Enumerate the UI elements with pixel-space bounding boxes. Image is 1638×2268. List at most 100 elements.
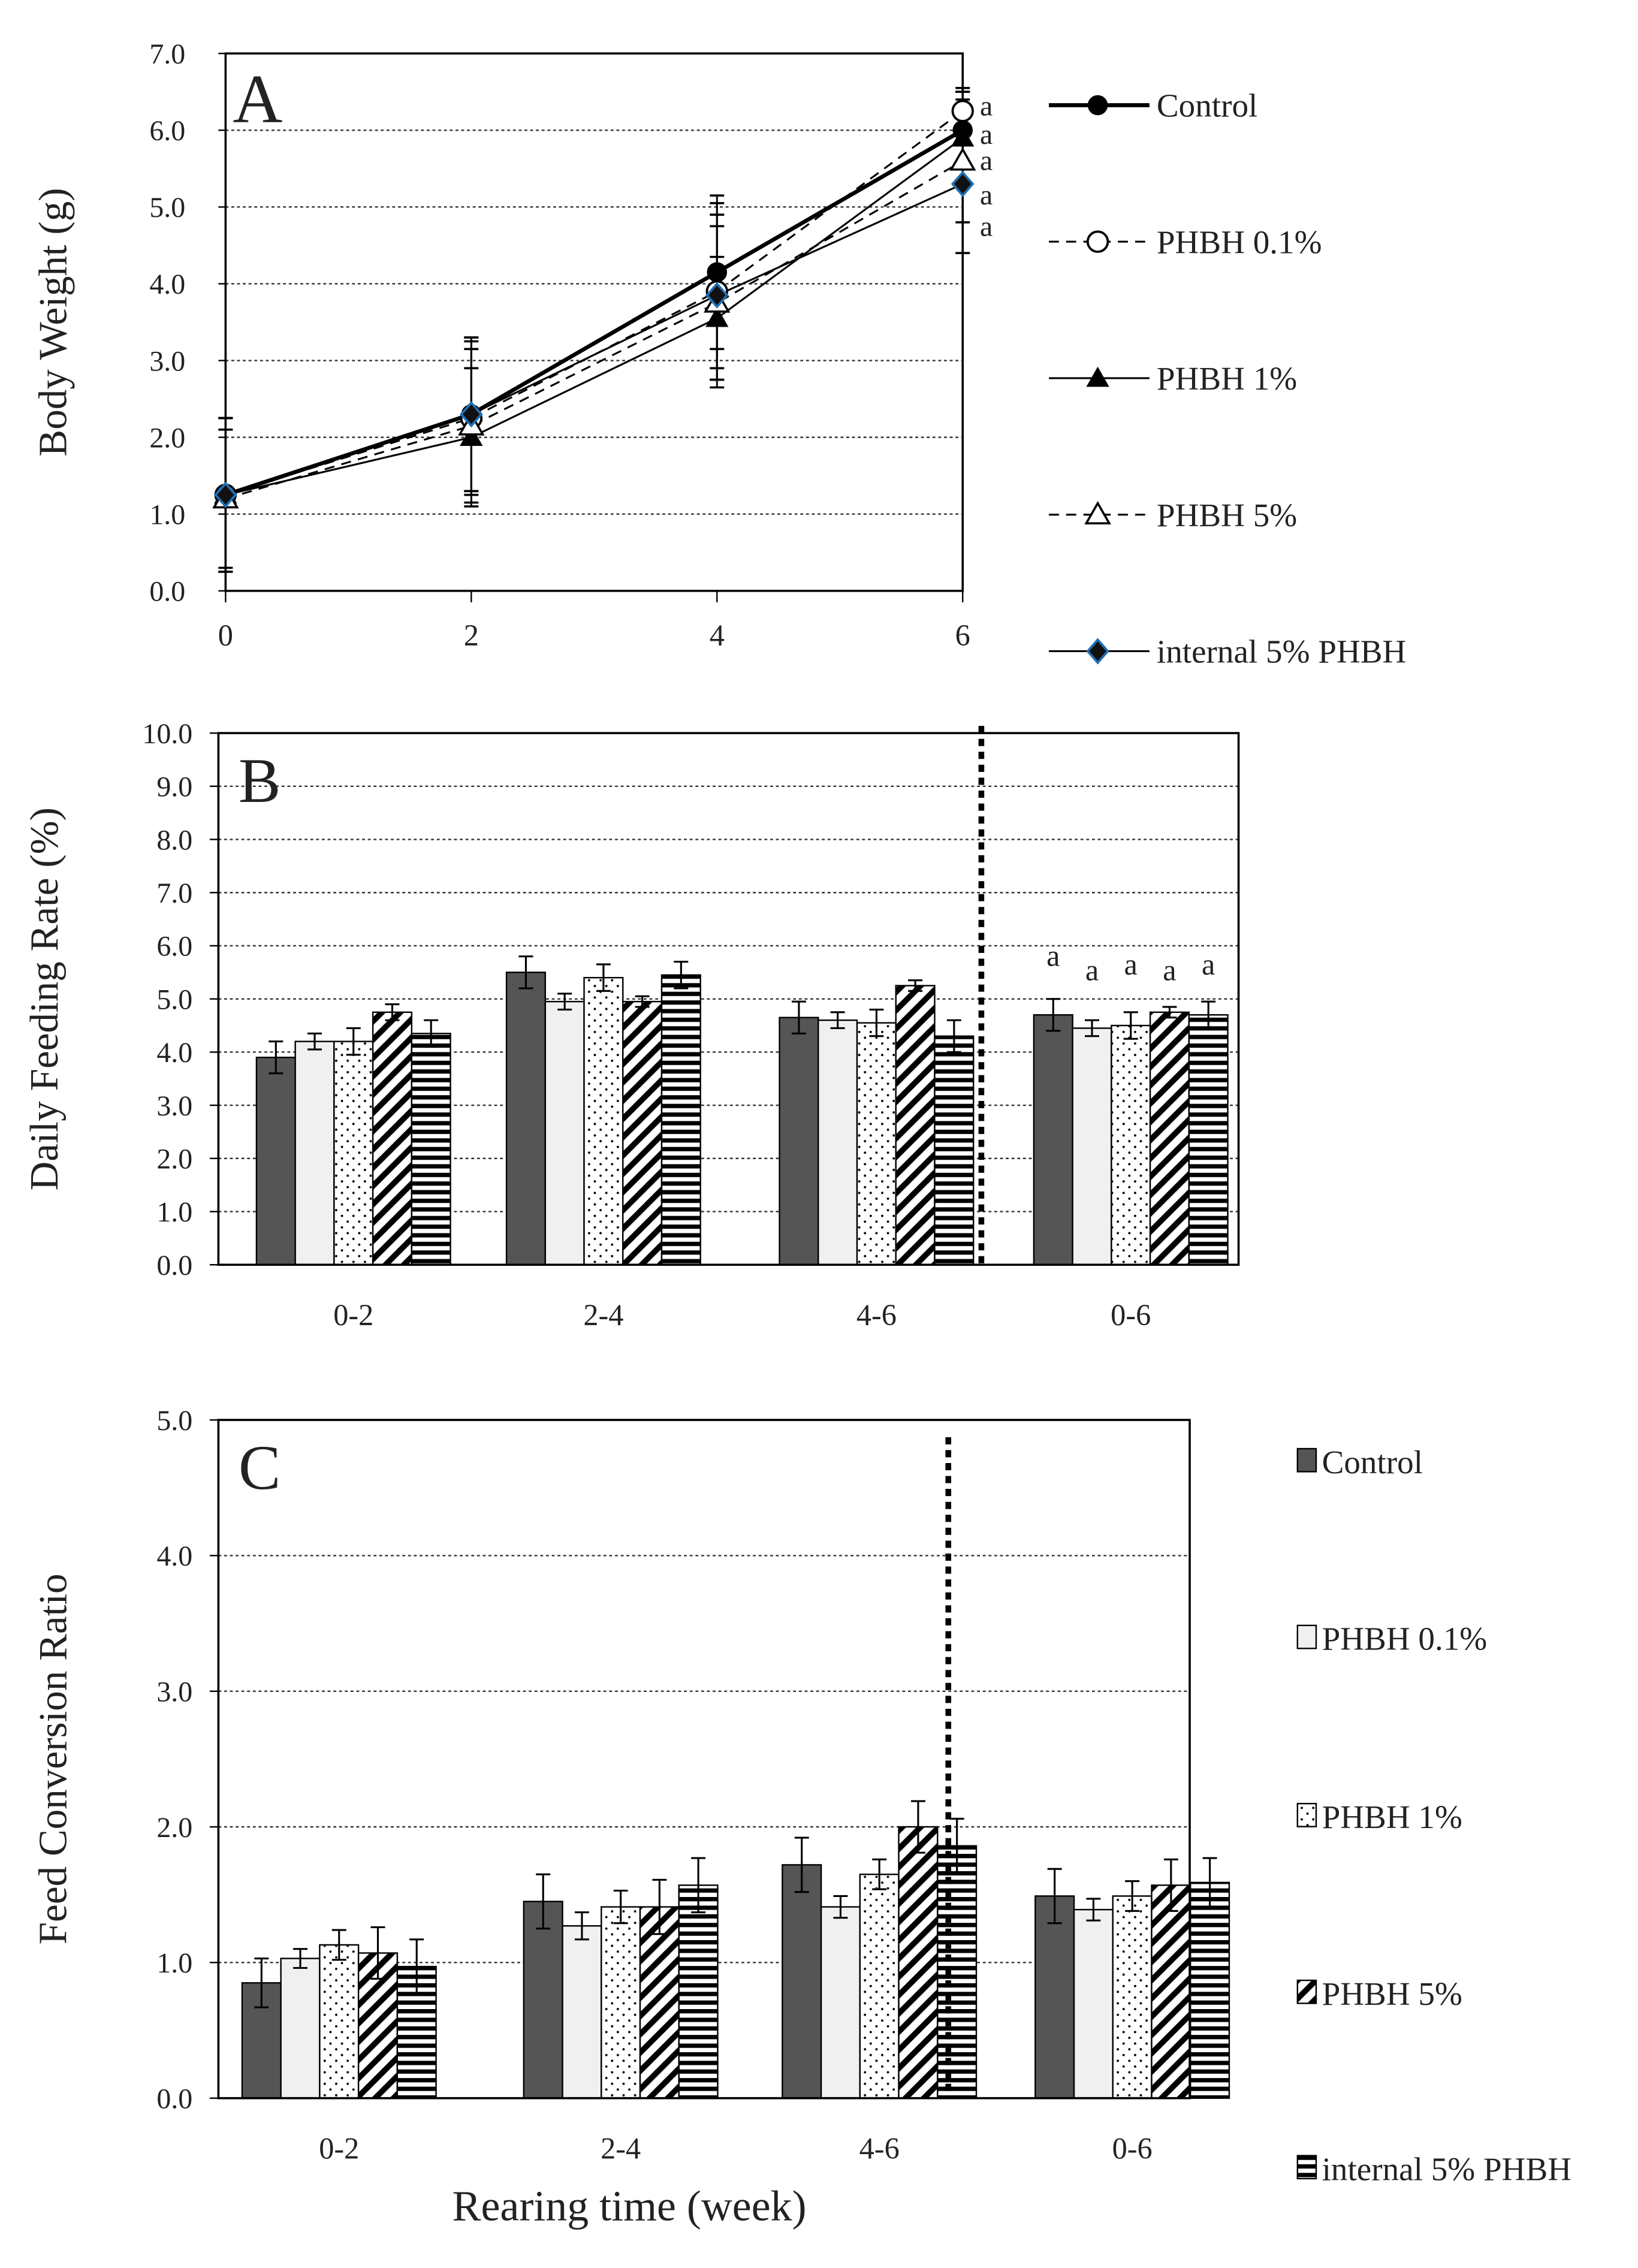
bar-2-3 <box>1111 1024 1151 1266</box>
plot-frame <box>217 1419 1191 2100</box>
significance-letter: a <box>1202 948 1215 981</box>
bar-2-0 <box>319 1944 360 2099</box>
y-tick-label: 3.0 <box>149 345 185 377</box>
data-point-4-2 <box>705 282 729 309</box>
bar-3-3 <box>1151 1884 1191 2099</box>
y-tick-label: 7.0 <box>149 38 185 70</box>
x-tick-label: 4-6 <box>856 1298 897 1332</box>
bar-2-0 <box>333 1040 374 1266</box>
y-tick-label: 0.0 <box>149 576 185 608</box>
panel-c-feed-conversion-ratio: 0.0 1.0 2.0 3.0 4.0 5.0 0-2 2-4 4-6 0-6 C Feed Conv… <box>30 1405 1571 2230</box>
bar-3-2 <box>898 1826 939 2099</box>
x-tick-label: 2 <box>464 619 479 652</box>
legend-marker <box>1086 366 1109 387</box>
legend-label: internal 5% PHBH <box>1322 2151 1571 2187</box>
y-tick-label: 8.0 <box>156 824 192 856</box>
bar-4-2 <box>937 1845 978 2099</box>
y-tick-label: 5.0 <box>149 192 185 224</box>
data-point-2-2 <box>705 306 729 327</box>
y-tick-label: 1.0 <box>156 1947 192 1979</box>
data-point-0-2 <box>707 262 728 283</box>
bar-0-0 <box>255 1057 296 1266</box>
y-tick-label: 0.0 <box>156 1250 192 1281</box>
data-point-3-3 <box>949 147 976 171</box>
x-tick-label: 4-6 <box>859 2131 900 2165</box>
legend-label: PHBH 5% <box>1322 1976 1462 2012</box>
x-tick-label: 2-4 <box>583 1298 623 1332</box>
x-axis-label: Rearing time (week) <box>453 2182 807 2230</box>
bar-1-0 <box>280 1958 321 2099</box>
bar-2-1 <box>601 1906 641 2099</box>
significance-letter: a <box>1085 953 1099 987</box>
legend-label: Control <box>1157 88 1257 124</box>
bar-4-3 <box>1188 1014 1229 1266</box>
legend-label: Control <box>1322 1444 1423 1480</box>
series-line-1 <box>225 110 964 496</box>
y-tick-label: 2.0 <box>156 1812 192 1844</box>
bar-0-2 <box>779 1017 819 1266</box>
y-tick-label: 2.0 <box>156 1144 192 1175</box>
legend-label: PHBH 1% <box>1157 360 1297 397</box>
legend-marker <box>1086 230 1109 253</box>
bar-4-2 <box>934 1035 975 1266</box>
significance-letter: a <box>1163 953 1176 987</box>
legend-swatch <box>1296 2155 1317 2180</box>
data-point-1-3 <box>951 99 974 122</box>
legend-label: PHBH 5% <box>1157 497 1297 533</box>
bar-0-1 <box>523 1901 563 2099</box>
legend-swatch <box>1296 1802 1317 1827</box>
bar-4-3 <box>1190 1881 1230 2099</box>
bar-4-1 <box>660 974 701 1266</box>
bar-1-2 <box>820 1906 861 2099</box>
x-tick-label: 0-6 <box>1111 1298 1151 1332</box>
y-axis-label: Feed Conversion Ratio <box>30 1573 75 1944</box>
y-tick-label: 10.0 <box>142 718 192 750</box>
y-tick-label: 9.0 <box>156 771 192 803</box>
significance-letter: a <box>980 144 993 176</box>
significance-letter: a <box>980 90 993 122</box>
x-tick-label: 6 <box>955 619 970 652</box>
significance-letter: a <box>1124 948 1138 981</box>
plot-frame <box>224 52 964 592</box>
y-tick-label: 0.0 <box>156 2083 192 2115</box>
bar-3-1 <box>622 1000 663 1266</box>
legend-marker <box>1084 500 1111 524</box>
y-tick-label: 5.0 <box>156 1405 192 1437</box>
series-line-2 <box>225 137 964 496</box>
y-tick-label: 6.0 <box>156 931 192 963</box>
y-tick-label: 6.0 <box>149 115 185 147</box>
y-tick-label: 4.0 <box>156 1540 192 1572</box>
y-axis-label: Daily Feeding Rate (%) <box>22 807 67 1190</box>
y-tick-label: 4.0 <box>156 1037 192 1069</box>
data-point-4-1 <box>460 401 483 428</box>
y-tick-label: 4.0 <box>149 269 185 300</box>
series-line-0 <box>225 128 964 497</box>
x-tick-label: 0-2 <box>319 2131 359 2165</box>
legend-label: PHBH 0.1% <box>1322 1621 1488 1657</box>
bar-1-3 <box>1073 1908 1114 2099</box>
bar-2-2 <box>856 1022 897 1266</box>
bar-1-3 <box>1072 1027 1112 1266</box>
bar-0-1 <box>505 972 546 1266</box>
panel-label: C <box>239 1432 280 1503</box>
bar-0-3 <box>1034 1895 1075 2099</box>
significance-letter: a <box>1046 939 1060 973</box>
panel-a-body-weight: 0.0 1.0 2.0 3.0 4.0 5.0 6.0 7.0 0 2 4 6 A Body Weight… <box>30 38 1406 670</box>
bar-0-3 <box>1033 1014 1073 1266</box>
x-tick-label: 4 <box>710 619 725 652</box>
y-tick-label: 3.0 <box>156 1090 192 1122</box>
data-point-4-3 <box>951 170 975 198</box>
data-point-2-3 <box>951 126 975 147</box>
panel-label: B <box>239 746 280 816</box>
legend-swatch <box>1296 1447 1317 1473</box>
bar-4-1 <box>678 1884 719 2099</box>
x-tick-label: 0 <box>218 619 233 652</box>
bar-3-1 <box>639 1906 680 2099</box>
significance-letter: a <box>980 119 993 150</box>
x-tick-label: 0-2 <box>333 1298 373 1332</box>
legend-label: internal 5% PHBH <box>1157 634 1406 670</box>
bar-4-0 <box>411 1033 451 1266</box>
y-tick-label: 2.0 <box>149 422 185 454</box>
plot-frame <box>217 732 1240 1266</box>
